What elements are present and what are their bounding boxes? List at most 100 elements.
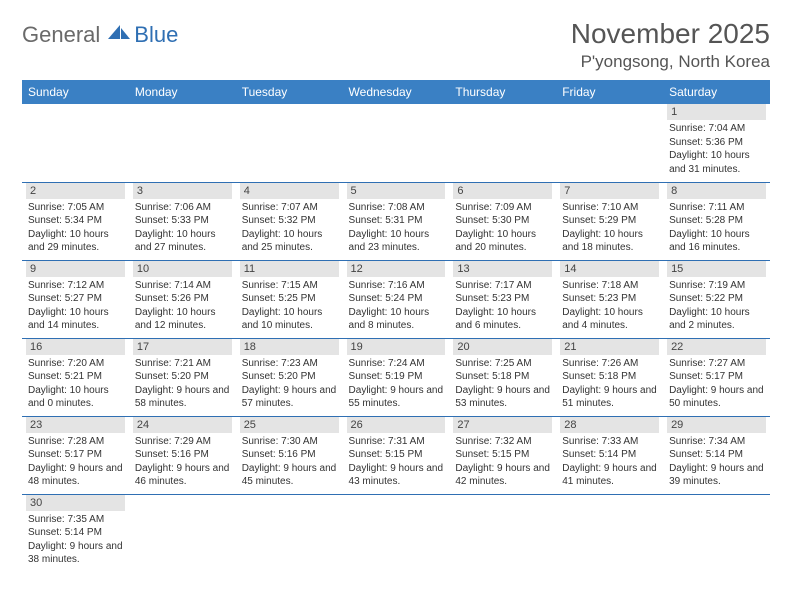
sunrise-text: Sunrise: 7:09 AM xyxy=(455,201,550,215)
day-detail: Sunrise: 7:07 AMSunset: 5:32 PMDaylight:… xyxy=(240,201,339,255)
sunset-text: Sunset: 5:25 PM xyxy=(242,292,337,306)
location: P'yongsong, North Korea xyxy=(571,52,770,72)
calendar-day-cell: 7Sunrise: 7:10 AMSunset: 5:29 PMDaylight… xyxy=(556,182,663,260)
day-detail: Sunrise: 7:29 AMSunset: 5:16 PMDaylight:… xyxy=(133,435,232,489)
daylight-text: Daylight: 10 hours and 6 minutes. xyxy=(455,306,550,333)
logo-text-blue: Blue xyxy=(134,22,178,48)
day-detail: Sunrise: 7:10 AMSunset: 5:29 PMDaylight:… xyxy=(560,201,659,255)
day-number: 12 xyxy=(347,261,446,277)
calendar-row: 1Sunrise: 7:04 AMSunset: 5:36 PMDaylight… xyxy=(22,104,770,182)
weekday-header: Thursday xyxy=(449,80,556,104)
daylight-text: Daylight: 9 hours and 58 minutes. xyxy=(135,384,230,411)
daylight-text: Daylight: 9 hours and 57 minutes. xyxy=(242,384,337,411)
calendar-day-cell: 10Sunrise: 7:14 AMSunset: 5:26 PMDayligh… xyxy=(129,260,236,338)
day-number: 24 xyxy=(133,417,232,433)
calendar-empty-cell xyxy=(129,104,236,182)
calendar-day-cell: 20Sunrise: 7:25 AMSunset: 5:18 PMDayligh… xyxy=(449,338,556,416)
calendar-empty-cell xyxy=(663,494,770,572)
sunset-text: Sunset: 5:21 PM xyxy=(28,370,123,384)
sunrise-text: Sunrise: 7:18 AM xyxy=(562,279,657,293)
calendar-day-cell: 8 Sunrise: 7:11 AMSunset: 5:28 PMDaylight… xyxy=(663,182,770,260)
daylight-text: Daylight: 10 hours and 12 minutes. xyxy=(135,306,230,333)
sunrise-text: Sunrise: 7:11 AM xyxy=(669,201,764,215)
daylight-text: Daylight: 9 hours and 48 minutes. xyxy=(28,462,123,489)
calendar-table: SundayMondayTuesdayWednesdayThursdayFrid… xyxy=(22,80,770,572)
sunrise-text: Sunrise: 7:07 AM xyxy=(242,201,337,215)
sunset-text: Sunset: 5:34 PM xyxy=(28,214,123,228)
weekday-header: Tuesday xyxy=(236,80,343,104)
calendar-row: 2Sunrise: 7:05 AMSunset: 5:34 PMDaylight… xyxy=(22,182,770,260)
daylight-text: Daylight: 10 hours and 29 minutes. xyxy=(28,228,123,255)
day-number: 13 xyxy=(453,261,552,277)
calendar-day-cell: 25Sunrise: 7:30 AMSunset: 5:16 PMDayligh… xyxy=(236,416,343,494)
day-detail: Sunrise: 7:21 AMSunset: 5:20 PMDaylight:… xyxy=(133,357,232,411)
calendar-empty-cell xyxy=(129,494,236,572)
sunrise-text: Sunrise: 7:23 AM xyxy=(242,357,337,371)
day-detail: Sunrise: 7:20 AMSunset: 5:21 PMDaylight:… xyxy=(26,357,125,411)
daylight-text: Daylight: 10 hours and 8 minutes. xyxy=(349,306,444,333)
day-detail: Sunrise: 7:24 AMSunset: 5:19 PMDaylight:… xyxy=(347,357,446,411)
day-detail: Sunrise: 7:32 AMSunset: 5:15 PMDaylight:… xyxy=(453,435,552,489)
sunrise-text: Sunrise: 7:20 AM xyxy=(28,357,123,371)
title-block: November 2025 P'yongsong, North Korea xyxy=(571,18,770,72)
sunset-text: Sunset: 5:28 PM xyxy=(669,214,764,228)
weekday-header-row: SundayMondayTuesdayWednesdayThursdayFrid… xyxy=(22,80,770,104)
sunset-text: Sunset: 5:19 PM xyxy=(349,370,444,384)
sunset-text: Sunset: 5:14 PM xyxy=(562,448,657,462)
daylight-text: Daylight: 10 hours and 25 minutes. xyxy=(242,228,337,255)
calendar-empty-cell xyxy=(449,104,556,182)
day-number: 8 xyxy=(667,183,766,199)
day-detail: Sunrise: 7:04 AMSunset: 5:36 PMDaylight:… xyxy=(667,122,766,176)
sunset-text: Sunset: 5:22 PM xyxy=(669,292,764,306)
daylight-text: Daylight: 10 hours and 0 minutes. xyxy=(28,384,123,411)
day-number: 23 xyxy=(26,417,125,433)
calendar-day-cell: 16 Sunrise: 7:20 AMSunset: 5:21 PMDayligh… xyxy=(22,338,129,416)
daylight-text: Daylight: 9 hours and 39 minutes. xyxy=(669,462,764,489)
sunrise-text: Sunrise: 7:27 AM xyxy=(669,357,764,371)
day-detail: Sunrise: 7:17 AMSunset: 5:23 PMDaylight:… xyxy=(453,279,552,333)
calendar-day-cell: 30Sunrise: 7:35 AMSunset: 5:14 PMDayligh… xyxy=(22,494,129,572)
day-number: 14 xyxy=(560,261,659,277)
calendar-day-cell: 12Sunrise: 7:16 AMSunset: 5:24 PMDayligh… xyxy=(343,260,450,338)
daylight-text: Daylight: 9 hours and 45 minutes. xyxy=(242,462,337,489)
daylight-text: Daylight: 9 hours and 51 minutes. xyxy=(562,384,657,411)
calendar-day-cell: 28Sunrise: 7:33 AMSunset: 5:14 PMDayligh… xyxy=(556,416,663,494)
calendar-day-cell: 19Sunrise: 7:24 AMSunset: 5:19 PMDayligh… xyxy=(343,338,450,416)
day-detail: Sunrise: 7:08 AMSunset: 5:31 PMDaylight:… xyxy=(347,201,446,255)
sunset-text: Sunset: 5:16 PM xyxy=(242,448,337,462)
calendar-empty-cell xyxy=(556,104,663,182)
daylight-text: Daylight: 10 hours and 16 minutes. xyxy=(669,228,764,255)
daylight-text: Daylight: 10 hours and 2 minutes. xyxy=(669,306,764,333)
day-number: 6 xyxy=(453,183,552,199)
daylight-text: Daylight: 9 hours and 42 minutes. xyxy=(455,462,550,489)
day-number: 16 xyxy=(26,339,125,355)
sunset-text: Sunset: 5:17 PM xyxy=(28,448,123,462)
day-detail: Sunrise: 7:30 AMSunset: 5:16 PMDaylight:… xyxy=(240,435,339,489)
day-detail: Sunrise: 7:15 AMSunset: 5:25 PMDaylight:… xyxy=(240,279,339,333)
daylight-text: Daylight: 9 hours and 43 minutes. xyxy=(349,462,444,489)
sunrise-text: Sunrise: 7:16 AM xyxy=(349,279,444,293)
daylight-text: Daylight: 10 hours and 31 minutes. xyxy=(669,149,764,176)
calendar-empty-cell xyxy=(449,494,556,572)
calendar-day-cell: 2Sunrise: 7:05 AMSunset: 5:34 PMDaylight… xyxy=(22,182,129,260)
sunset-text: Sunset: 5:32 PM xyxy=(242,214,337,228)
day-number: 21 xyxy=(560,339,659,355)
sunset-text: Sunset: 5:14 PM xyxy=(28,526,123,540)
sunset-text: Sunset: 5:31 PM xyxy=(349,214,444,228)
sunrise-text: Sunrise: 7:05 AM xyxy=(28,201,123,215)
sunset-text: Sunset: 5:23 PM xyxy=(455,292,550,306)
sunrise-text: Sunrise: 7:25 AM xyxy=(455,357,550,371)
sunrise-text: Sunrise: 7:19 AM xyxy=(669,279,764,293)
daylight-text: Daylight: 9 hours and 50 minutes. xyxy=(669,384,764,411)
calendar-body: 1Sunrise: 7:04 AMSunset: 5:36 PMDaylight… xyxy=(22,104,770,572)
daylight-text: Daylight: 10 hours and 20 minutes. xyxy=(455,228,550,255)
sunset-text: Sunset: 5:26 PM xyxy=(135,292,230,306)
day-number: 27 xyxy=(453,417,552,433)
calendar-day-cell: 24 Sunrise: 7:29 AMSunset: 5:16 PMDayligh… xyxy=(129,416,236,494)
calendar-day-cell: 14Sunrise: 7:18 AMSunset: 5:23 PMDayligh… xyxy=(556,260,663,338)
day-detail: Sunrise: 7:11 AMSunset: 5:28 PMDaylight:… xyxy=(667,201,766,255)
calendar-day-cell: 3Sunrise: 7:06 AMSunset: 5:33 PMDaylight… xyxy=(129,182,236,260)
sunrise-text: Sunrise: 7:32 AM xyxy=(455,435,550,449)
sunset-text: Sunset: 5:14 PM xyxy=(669,448,764,462)
day-number: 9 xyxy=(26,261,125,277)
